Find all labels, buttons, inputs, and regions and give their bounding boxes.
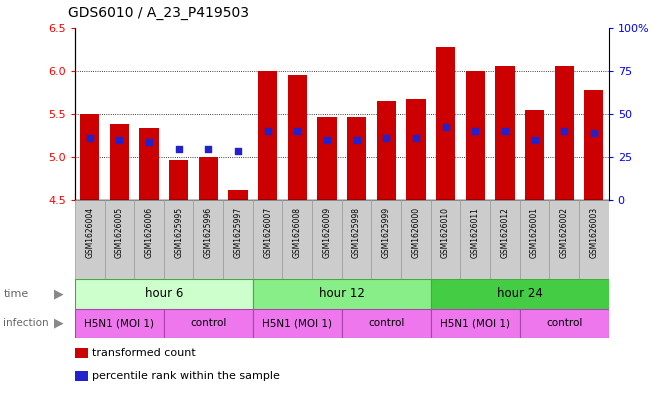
Text: hour 12: hour 12 xyxy=(319,287,365,300)
Text: H5N1 (MOI 1): H5N1 (MOI 1) xyxy=(440,318,510,328)
Bar xyxy=(579,200,609,279)
Text: ▶: ▶ xyxy=(54,317,63,330)
Bar xyxy=(110,124,129,200)
Bar xyxy=(401,200,431,279)
Bar xyxy=(342,200,372,279)
Bar xyxy=(312,200,342,279)
Text: GSM1625999: GSM1625999 xyxy=(381,207,391,258)
Text: transformed count: transformed count xyxy=(92,348,196,358)
Bar xyxy=(105,200,134,279)
Text: H5N1 (MOI 1): H5N1 (MOI 1) xyxy=(262,318,332,328)
Text: GSM1626003: GSM1626003 xyxy=(589,207,598,258)
Point xyxy=(589,130,599,136)
Point xyxy=(440,124,450,130)
Text: GSM1626010: GSM1626010 xyxy=(441,207,450,258)
Bar xyxy=(549,200,579,279)
Point xyxy=(529,137,540,143)
Text: H5N1 (MOI 1): H5N1 (MOI 1) xyxy=(85,318,154,328)
Point xyxy=(559,128,570,134)
Bar xyxy=(75,279,253,309)
Bar xyxy=(75,309,164,338)
Bar xyxy=(223,200,253,279)
Bar xyxy=(169,160,188,200)
Point xyxy=(292,128,303,134)
Text: infection: infection xyxy=(3,318,49,328)
Bar xyxy=(253,309,342,338)
Bar xyxy=(347,118,367,200)
Bar xyxy=(436,46,455,200)
Text: GSM1626004: GSM1626004 xyxy=(85,207,94,258)
Bar xyxy=(525,110,544,200)
Point xyxy=(352,137,362,143)
Text: ▶: ▶ xyxy=(54,287,63,300)
Text: control: control xyxy=(190,318,227,328)
Text: GSM1626001: GSM1626001 xyxy=(530,207,539,258)
Bar xyxy=(342,309,431,338)
Text: percentile rank within the sample: percentile rank within the sample xyxy=(92,371,281,381)
Point xyxy=(381,135,391,141)
Bar xyxy=(75,348,88,358)
Bar xyxy=(288,75,307,200)
Point xyxy=(262,128,273,134)
Bar xyxy=(460,200,490,279)
Text: control: control xyxy=(546,318,583,328)
Bar xyxy=(317,118,337,200)
Point xyxy=(411,135,421,141)
Point xyxy=(500,128,510,134)
Bar xyxy=(519,309,609,338)
Bar xyxy=(495,66,514,200)
Bar xyxy=(490,200,519,279)
Bar xyxy=(584,90,603,200)
Bar xyxy=(253,200,283,279)
Text: GSM1625997: GSM1625997 xyxy=(234,207,242,258)
Bar xyxy=(431,200,460,279)
Bar xyxy=(75,371,88,381)
Point xyxy=(144,138,154,145)
Point xyxy=(322,137,332,143)
Bar xyxy=(75,200,105,279)
Point xyxy=(173,145,184,152)
Text: GSM1626007: GSM1626007 xyxy=(263,207,272,258)
Bar xyxy=(164,200,193,279)
Text: hour 24: hour 24 xyxy=(497,287,543,300)
Bar xyxy=(199,157,218,200)
Text: GSM1626000: GSM1626000 xyxy=(411,207,421,258)
Text: GSM1626012: GSM1626012 xyxy=(501,207,509,257)
Text: time: time xyxy=(3,289,29,299)
Point xyxy=(470,128,480,134)
Bar xyxy=(164,309,253,338)
Text: GSM1626005: GSM1626005 xyxy=(115,207,124,258)
Text: control: control xyxy=(368,318,404,328)
Text: GSM1625998: GSM1625998 xyxy=(352,207,361,258)
Bar xyxy=(139,128,159,200)
Bar xyxy=(519,200,549,279)
Bar xyxy=(193,200,223,279)
Bar xyxy=(229,190,247,200)
Bar xyxy=(465,71,485,200)
Text: GSM1626008: GSM1626008 xyxy=(293,207,302,258)
Bar xyxy=(431,309,519,338)
Point xyxy=(203,145,214,152)
Bar xyxy=(555,66,574,200)
Bar xyxy=(258,71,277,200)
Bar xyxy=(253,279,431,309)
Bar xyxy=(406,99,426,200)
Text: GSM1625996: GSM1625996 xyxy=(204,207,213,258)
Bar xyxy=(134,200,164,279)
Text: GSM1626009: GSM1626009 xyxy=(322,207,331,258)
Text: GDS6010 / A_23_P419503: GDS6010 / A_23_P419503 xyxy=(68,6,249,20)
Text: GSM1625995: GSM1625995 xyxy=(174,207,183,258)
Bar xyxy=(377,101,396,200)
Point xyxy=(85,135,95,141)
Bar xyxy=(283,200,312,279)
Bar xyxy=(431,279,609,309)
Text: hour 6: hour 6 xyxy=(145,287,183,300)
Text: GSM1626006: GSM1626006 xyxy=(145,207,154,258)
Bar xyxy=(372,200,401,279)
Point xyxy=(233,148,243,154)
Bar xyxy=(80,114,100,200)
Text: GSM1626002: GSM1626002 xyxy=(560,207,569,258)
Point xyxy=(114,137,124,143)
Text: GSM1626011: GSM1626011 xyxy=(471,207,480,257)
